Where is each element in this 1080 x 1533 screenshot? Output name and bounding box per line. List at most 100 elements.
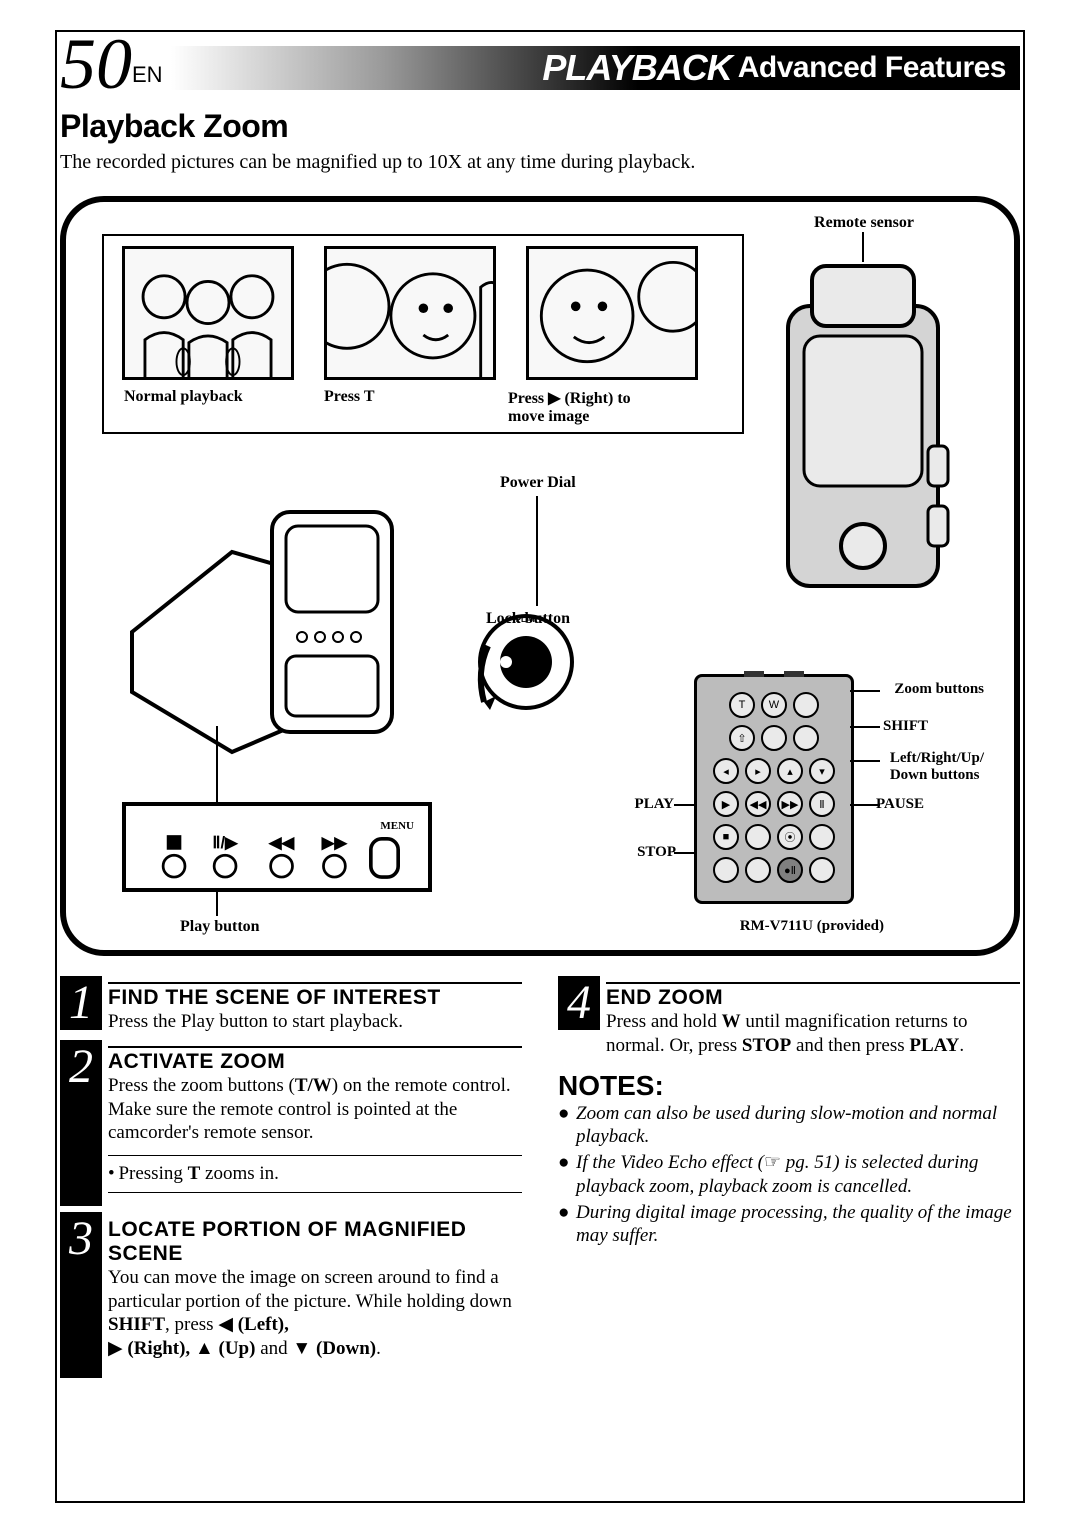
triangle-right-icon-2: ▶ [108,1338,123,1359]
remote-btn-b2[interactable] [745,857,771,883]
page-number-value: 50 [60,24,132,104]
step-3-c: , press [165,1314,218,1335]
step-2-bullet-a: • Pressing [108,1163,188,1184]
remote-btn-blank1[interactable] [793,692,819,718]
step-3: 3 LOCATE PORTION OF MAGNIFIED SCENE You … [60,1218,522,1378]
remote-row-dir: ◂ ▸ ▴ ▾ [697,758,851,784]
remote-btn-t[interactable]: T [729,692,755,718]
label-menu: MENU [380,820,414,832]
label-shift: SHIFT [883,718,928,735]
step-4-title: END ZOOM [606,986,1020,1010]
section-desc: The recorded pictures can be magnified u… [60,151,1020,174]
diagram-box: Normal playback Press T Press ▶ (Right) … [60,196,1020,956]
note-2: If the Video Echo effect (☞ pg. 51) is s… [558,1151,1020,1199]
screen-normal-playback [122,246,294,380]
step-3-right: (Right), [123,1338,195,1359]
page-lang: EN [132,62,163,87]
step-2-body-a: Press the zoom buttons ( [108,1075,295,1096]
step-2-bar [60,1094,102,1206]
step-4-a: Press and hold [606,1011,722,1032]
label-zoom-buttons: Zoom buttons [894,681,984,698]
step-2-body: Press the zoom buttons (T/W) on the remo… [108,1074,522,1145]
step-4-body: Press and hold W until magnification ret… [606,1010,1020,1058]
remote-btn-down[interactable]: ▾ [809,758,835,784]
remote-btn-b3[interactable]: ●Ⅱ [777,857,803,883]
note-3: During digital image processing, the qua… [558,1201,1020,1249]
leader-shift [850,726,880,728]
step-3-and: and [255,1338,292,1359]
leader-zoom [850,690,880,692]
step-4-b: W [722,1011,741,1032]
remote-btn-x1[interactable] [745,824,771,850]
steps-col-left: 1 FIND THE SCENE OF INTEREST Press the P… [60,982,522,1390]
remote-btn-shift[interactable]: ⇧ [729,725,755,751]
step-4-g: . [959,1035,964,1056]
remote-btn-b4[interactable] [809,857,835,883]
step-4: 4 END ZOOM Press and hold W until magnif… [558,982,1020,1058]
label-stop: STOP [637,844,676,861]
remote-btn-stop[interactable]: ■ [713,824,739,850]
remote-btn-left[interactable]: ◂ [713,758,739,784]
camcorder-side-illustration [758,246,968,626]
remote-control: T W ⇧ ◂ ▸ ▴ ▾ ▶ ◀◀ ▶▶ Ⅱ ■ ⦿ [694,674,854,904]
notes-title: NOTES: [558,1070,1020,1102]
label-lock-button: Lock button [486,610,570,628]
caption-press-right-a: Press [508,390,548,407]
remote-btn-w[interactable]: W [761,692,787,718]
step-1-body: Press the Play button to start playback. [108,1010,522,1034]
header-subtitle: Advanced Features [738,51,1006,85]
label-pause: PAUSE [876,796,924,813]
remote-btn-pause[interactable]: Ⅱ [809,791,835,817]
remote-row-transport1: ▶ ◀◀ ▶▶ Ⅱ [697,791,851,817]
step-3-body: You can move the image on screen around … [108,1266,522,1361]
caption-press-right: Press ▶ (Right) to move image [508,388,688,426]
remote-btn-up[interactable]: ▴ [777,758,803,784]
remote-btn-right[interactable]: ▸ [745,758,771,784]
caption-press-right-b: (Right) to [560,390,630,407]
svg-text:Ⅱ/▶: Ⅱ/▶ [212,834,238,852]
remote-ir1 [744,671,764,677]
caption-normal-playback: Normal playback [124,388,304,406]
step-1-rule [108,982,522,984]
notes-list: Zoom can also be used during slow-motion… [558,1102,1020,1249]
note-1: Zoom can also be used during slow-motion… [558,1102,1020,1150]
remote-btn-x2[interactable]: ⦿ [777,824,803,850]
remote-ir2 [784,671,804,677]
camcorder-open-illustration [122,492,422,772]
leader-play-button-bot [216,892,218,916]
leader-play-button-top [216,726,218,802]
remote-row-bottom: ●Ⅱ [697,857,851,883]
remote-btn-play[interactable]: ▶ [713,791,739,817]
remote-row-transport2: ■ ⦿ [697,824,851,850]
remote-btn-rew[interactable]: ◀◀ [745,791,771,817]
label-dir-buttons: Left/Right/Up/ Down buttons [890,750,984,784]
step-2-number: 2 [60,1040,102,1094]
button-panel: Ⅱ/▶ ◀◀ ▶▶ MENU [122,802,432,892]
remote-btn-x3[interactable] [809,824,835,850]
label-play: PLAY [635,796,674,813]
remote-btn-b1[interactable] [713,857,739,883]
steps-area: 1 FIND THE SCENE OF INTEREST Press the P… [60,982,1020,1390]
label-remote-model: RM-V711U (provided) [740,918,884,935]
step-3-down: (Down) [311,1338,376,1359]
step-4-d: STOP [742,1035,791,1056]
step-3-left: (Left), [233,1314,289,1335]
step-3-bar [60,1266,102,1378]
step-3-up: (Up) [214,1338,256,1359]
header-gradient: PLAYBACK Advanced Features [171,46,1020,90]
remote-btn-blank3[interactable] [793,725,819,751]
leader-dir [850,760,880,762]
header-title: PLAYBACK [542,47,731,89]
step-3-b: SHIFT [108,1314,165,1335]
remote-btn-blank2[interactable] [761,725,787,751]
triangle-left-icon: ◀ [218,1314,233,1335]
step-3-period: . [376,1338,381,1359]
caption-press-right-c: move image [508,408,589,425]
label-power-dial: Power Dial [500,474,576,492]
header-bar: 50EN PLAYBACK Advanced Features [60,36,1020,94]
svg-text:◀◀: ◀◀ [268,834,295,852]
remote-btn-ff[interactable]: ▶▶ [777,791,803,817]
screen-press-right [526,246,698,380]
step-3-a: You can move the image on screen around … [108,1267,512,1312]
step-2-bullet: • Pressing T zooms in. [108,1155,522,1193]
